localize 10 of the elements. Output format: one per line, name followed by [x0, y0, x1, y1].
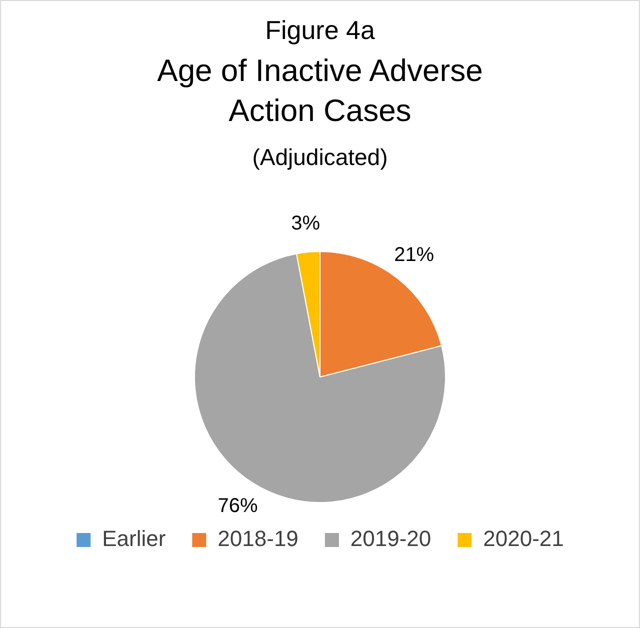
data-label: 76%	[218, 495, 258, 518]
data-label: 21%	[394, 244, 434, 266]
data-label: 3%	[291, 212, 320, 235]
chart-subtitle: (Adjudicated)	[251, 144, 389, 171]
caption: Figure 4a	[264, 15, 376, 46]
legend-label: 2020-21	[483, 526, 564, 552]
legend-label: 2019-20	[350, 526, 432, 552]
legend-label: 2018-19	[218, 526, 298, 552]
legend-label: Earlier	[102, 526, 166, 552]
chart-title: Age of Inactive Adverse Action Cases	[156, 52, 484, 130]
